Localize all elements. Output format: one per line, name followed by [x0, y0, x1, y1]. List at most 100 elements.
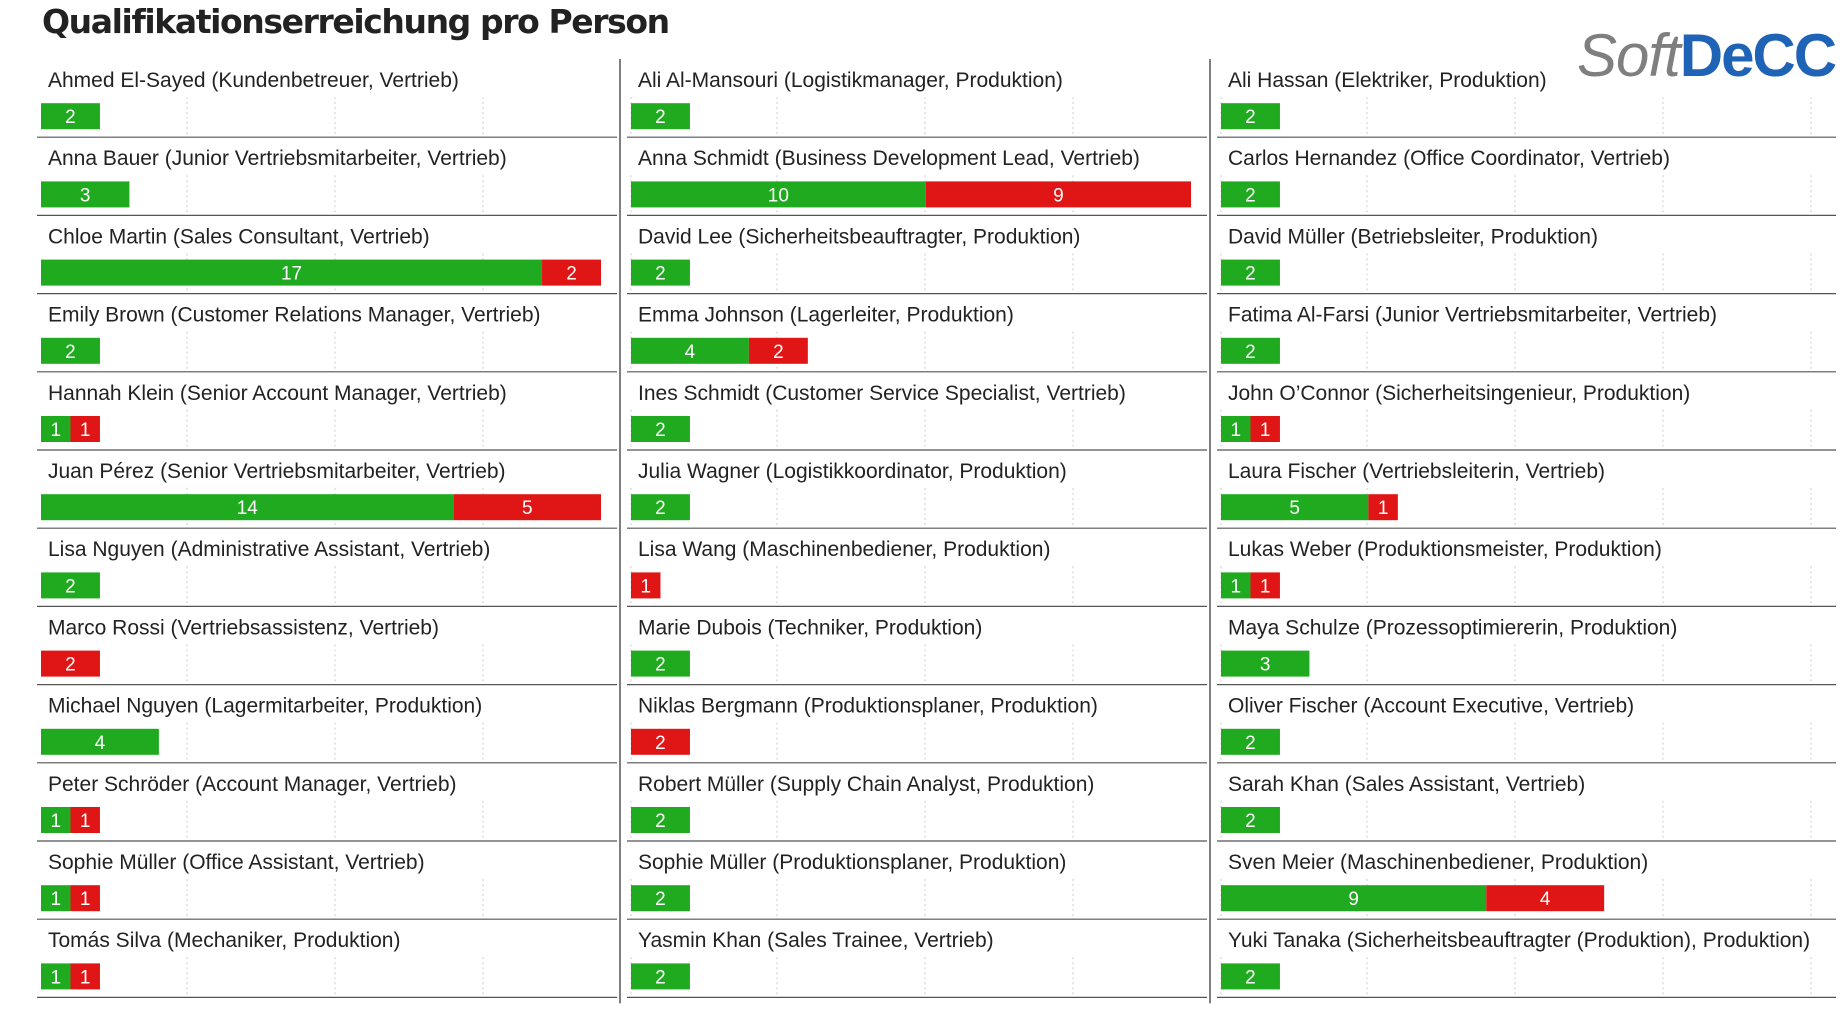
- bar-value-label: 1: [80, 811, 91, 832]
- bar-green: [1221, 650, 1310, 677]
- bar-value-label: 5: [522, 498, 533, 519]
- panel-label: Lukas Weber (Produktionsmeister, Produkt…: [1228, 538, 1662, 561]
- panel-label: Laura Fischer (Vertriebsleiterin, Vertri…: [1228, 460, 1605, 483]
- bar-green: [631, 181, 926, 208]
- panel-label: Chloe Martin (Sales Consultant, Vertrieb…: [48, 225, 430, 248]
- bar-green: [1221, 181, 1280, 208]
- bar-value-label: 4: [685, 342, 696, 363]
- panel-label: Marco Rossi (Vertriebsassistenz, Vertrie…: [48, 616, 439, 639]
- bar-value-label: 2: [1245, 342, 1256, 363]
- bar-value-label: 2: [1245, 264, 1256, 285]
- bar-green: [1221, 728, 1280, 755]
- bar-value-label: 3: [80, 185, 91, 206]
- panel-label: Lisa Wang (Maschinenbediener, Produktion…: [638, 538, 1050, 561]
- bar-value-label: 2: [655, 967, 666, 988]
- bar-green: [1221, 337, 1280, 364]
- bar-value-label: 2: [655, 264, 666, 285]
- bar-red: [542, 259, 601, 286]
- bar-value-label: 2: [655, 498, 666, 519]
- bar-green: [41, 103, 100, 130]
- panel-label: Ines Schmidt (Customer Service Specialis…: [638, 382, 1126, 405]
- bar-green: [41, 259, 543, 286]
- panel-label: Sven Meier (Maschinenbediener, Produktio…: [1228, 851, 1648, 874]
- panel-label: Carlos Hernandez (Office Coordinator, Ve…: [1228, 147, 1670, 170]
- bar-value-label: 1: [1230, 576, 1241, 597]
- bar-value-label: 2: [655, 733, 666, 754]
- panel-label: Sarah Khan (Sales Assistant, Vertrieb): [1228, 773, 1585, 796]
- bar-value-label: 2: [655, 811, 666, 832]
- panel-label: Juan Pérez (Senior Vertriebsmitarbeiter,…: [48, 460, 506, 483]
- panel-label: Fatima Al-Farsi (Junior Vertriebsmitarbe…: [1228, 304, 1717, 327]
- logo-decc: DeCC: [1679, 22, 1837, 89]
- bar-green: [1221, 416, 1251, 442]
- bar-value-label: 2: [773, 342, 784, 363]
- bar-value-label: 17: [281, 264, 302, 285]
- panel-label: Yasmin Khan (Sales Trainee, Vertrieb): [638, 929, 994, 952]
- panel-label: Niklas Bergmann (Produktionsplaner, Prod…: [638, 695, 1098, 718]
- bar-value-label: 2: [655, 889, 666, 910]
- bar-green: [631, 337, 749, 364]
- bar-green: [1221, 494, 1369, 521]
- bar-value-label: 1: [80, 420, 91, 441]
- panel-label: Sophie Müller (Office Assistant, Vertrie…: [48, 851, 425, 874]
- bar-value-label: 14: [237, 498, 259, 519]
- bar-value-label: 3: [1260, 655, 1271, 676]
- bar-value-label: 1: [50, 420, 61, 441]
- bar-value-label: 5: [1289, 498, 1300, 519]
- bar-value-label: 4: [95, 733, 106, 754]
- panel-label: Hannah Klein (Senior Account Manager, Ve…: [48, 382, 507, 405]
- panel-label: Emily Brown (Customer Relations Manager,…: [48, 304, 541, 327]
- bar-value-label: 1: [1230, 420, 1241, 441]
- bar-red: [631, 572, 661, 599]
- bar-red: [1486, 885, 1605, 912]
- panel-label: Anna Bauer (Junior Vertriebsmitarbeiter,…: [48, 147, 507, 170]
- bar-green: [41, 963, 71, 990]
- bar-red: [70, 416, 100, 442]
- bar-red: [453, 494, 601, 521]
- bar-green: [41, 337, 100, 364]
- bar-value-label: 9: [1053, 185, 1064, 206]
- panel-label: Emma Johnson (Lagerleiter, Produktion): [638, 304, 1014, 327]
- bar-green: [1221, 259, 1280, 286]
- bar-green: [41, 494, 454, 521]
- bar-value-label: 2: [65, 655, 76, 676]
- bar-value-label: 1: [50, 967, 61, 988]
- bar-value-label: 10: [768, 185, 789, 206]
- bar-value-label: 1: [80, 967, 91, 988]
- bar-green: [41, 416, 71, 442]
- panel-label: Michael Nguyen (Lagermitarbeiter, Produk…: [48, 695, 482, 718]
- bar-red: [70, 885, 100, 912]
- company-logo: SoftDeCC: [1577, 26, 1837, 86]
- bar-green: [41, 885, 71, 912]
- bar-green: [1221, 963, 1280, 990]
- panel-label: Ali Al-Mansouri (Logistikmanager, Produk…: [638, 69, 1063, 92]
- bar-value-label: 2: [655, 420, 666, 441]
- panel-label: Ahmed El-Sayed (Kundenbetreuer, Vertrieb…: [48, 69, 459, 92]
- bar-red: [70, 807, 100, 833]
- panel-label: John O’Connor (Sicherheitsingenieur, Pro…: [1228, 382, 1690, 405]
- bar-value-label: 2: [1245, 107, 1256, 128]
- bar-green: [631, 103, 690, 130]
- bar-value-label: 1: [640, 576, 651, 597]
- panel-label: Robert Müller (Supply Chain Analyst, Pro…: [638, 773, 1094, 796]
- bar-value-label: 2: [1245, 185, 1256, 206]
- bar-value-label: 2: [65, 576, 76, 597]
- bar-value-label: 2: [1245, 967, 1256, 988]
- bar-red: [631, 728, 690, 755]
- bar-green: [1221, 572, 1251, 599]
- panel-label: David Lee (Sicherheitsbeauftragter, Prod…: [638, 225, 1080, 248]
- bar-red: [41, 650, 100, 677]
- bar-value-label: 2: [655, 655, 666, 676]
- bar-red: [1250, 572, 1280, 599]
- bar-green: [631, 963, 690, 990]
- panel-label: Tomás Silva (Mechaniker, Produktion): [48, 929, 400, 952]
- logo-soft: Soft: [1577, 22, 1681, 89]
- bar-red: [1368, 494, 1398, 521]
- bar-value-label: 2: [1245, 811, 1256, 832]
- bar-green: [1221, 885, 1487, 912]
- bar-value-label: 1: [1260, 420, 1271, 441]
- bar-value-label: 9: [1348, 889, 1359, 910]
- bar-value-label: 2: [65, 342, 76, 363]
- bar-green: [631, 885, 690, 912]
